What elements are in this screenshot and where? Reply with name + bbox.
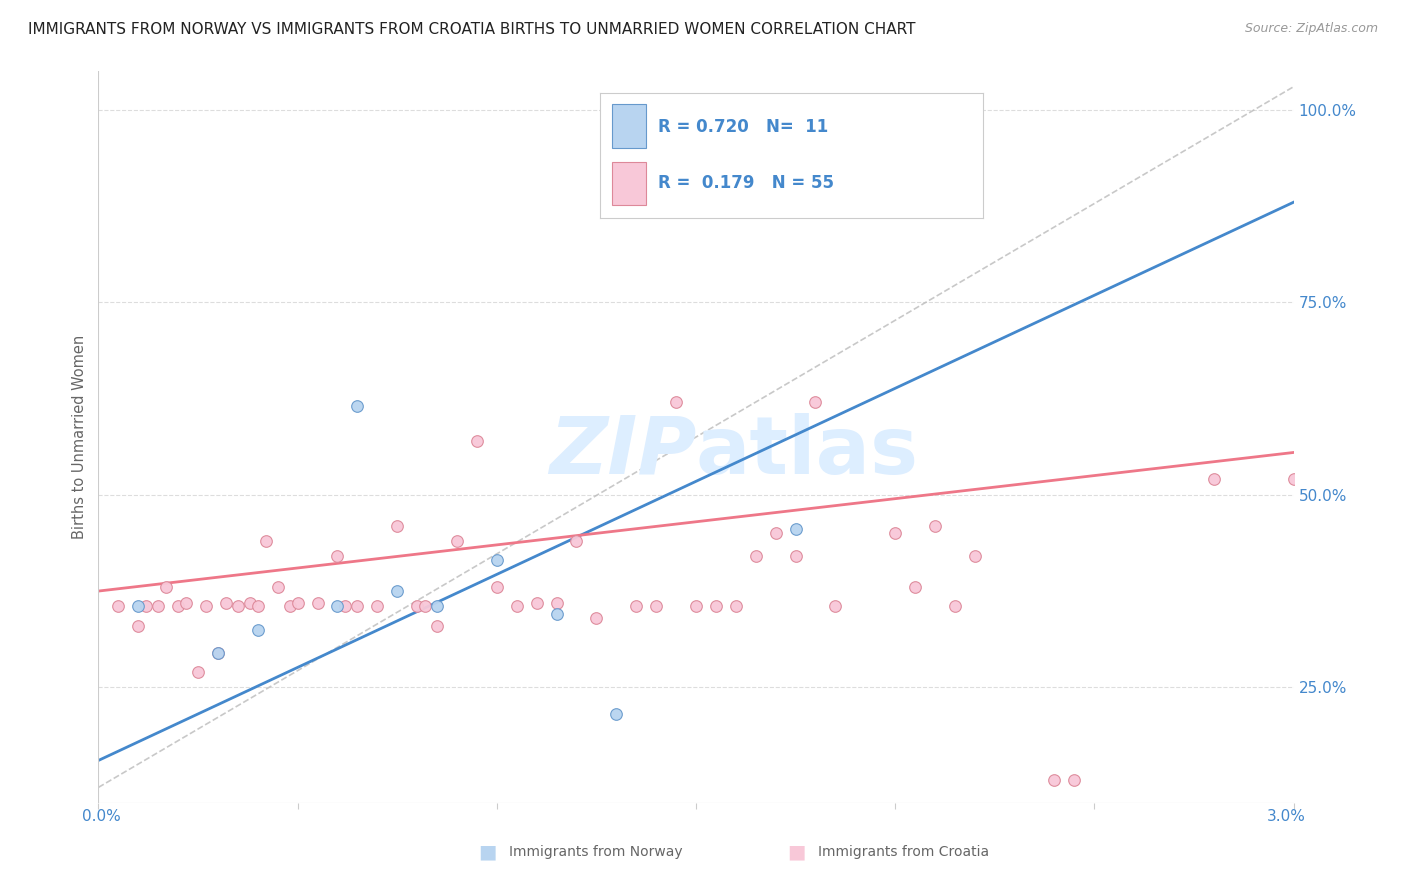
Point	[824, 599, 846, 614]
Point	[207, 646, 229, 660]
Point	[1282, 472, 1305, 486]
Point	[724, 599, 747, 614]
Point	[1202, 472, 1225, 486]
Text: ■: ■	[478, 842, 496, 862]
Y-axis label: Births to Unmarried Women: Births to Unmarried Women	[72, 335, 87, 539]
Point	[335, 599, 357, 614]
Point	[406, 599, 429, 614]
Point	[246, 599, 269, 614]
Point	[704, 599, 727, 614]
Point	[226, 599, 249, 614]
Point	[685, 599, 707, 614]
Point	[207, 646, 229, 660]
Point	[963, 549, 986, 564]
Point	[465, 434, 488, 448]
Point	[346, 399, 368, 413]
Point	[366, 599, 388, 614]
Point	[904, 580, 927, 594]
Point	[167, 599, 190, 614]
Point	[287, 596, 309, 610]
Point	[307, 596, 329, 610]
Point	[565, 534, 588, 549]
Point	[127, 618, 149, 632]
Point	[155, 580, 177, 594]
Point	[385, 518, 409, 533]
Point	[187, 665, 209, 679]
Text: ■: ■	[787, 842, 806, 862]
Text: IMMIGRANTS FROM NORWAY VS IMMIGRANTS FROM CROATIA BIRTHS TO UNMARRIED WOMEN CORR: IMMIGRANTS FROM NORWAY VS IMMIGRANTS FRO…	[28, 22, 915, 37]
Point	[924, 518, 946, 533]
Text: 0.0%: 0.0%	[82, 809, 121, 823]
Point	[127, 599, 149, 614]
Point	[1063, 772, 1085, 787]
Text: Immigrants from Croatia: Immigrants from Croatia	[818, 845, 990, 859]
Point	[785, 523, 807, 537]
Point	[765, 526, 787, 541]
Point	[278, 599, 301, 614]
Point	[485, 580, 508, 594]
Point	[526, 596, 548, 610]
Point	[385, 584, 409, 599]
Point	[195, 599, 218, 614]
Point	[506, 599, 529, 614]
Point	[267, 580, 290, 594]
Text: ZIP: ZIP	[548, 413, 696, 491]
Point	[326, 549, 349, 564]
Point	[346, 599, 368, 614]
Point	[246, 623, 269, 637]
Point	[585, 611, 607, 625]
Text: 3.0%: 3.0%	[1267, 809, 1306, 823]
Point	[1043, 772, 1066, 787]
Point	[546, 607, 568, 622]
Point	[135, 599, 157, 614]
Point	[546, 596, 568, 610]
Point	[413, 599, 436, 614]
Point	[884, 526, 907, 541]
Point	[645, 599, 668, 614]
Point	[605, 707, 627, 722]
Text: atlas: atlas	[696, 413, 920, 491]
Point	[485, 553, 508, 567]
Point	[148, 599, 170, 614]
Point	[215, 596, 238, 610]
Point	[326, 599, 349, 614]
Point	[174, 596, 197, 610]
Text: Source: ZipAtlas.com: Source: ZipAtlas.com	[1244, 22, 1378, 36]
Text: Immigrants from Norway: Immigrants from Norway	[509, 845, 682, 859]
Point	[804, 395, 827, 409]
Point	[426, 618, 449, 632]
Point	[107, 599, 129, 614]
Point	[785, 549, 807, 564]
Point	[446, 534, 468, 549]
Point	[626, 599, 648, 614]
Point	[254, 534, 277, 549]
Point	[943, 599, 966, 614]
Point	[426, 599, 449, 614]
Point	[665, 395, 688, 409]
Point	[745, 549, 768, 564]
Point	[239, 596, 262, 610]
